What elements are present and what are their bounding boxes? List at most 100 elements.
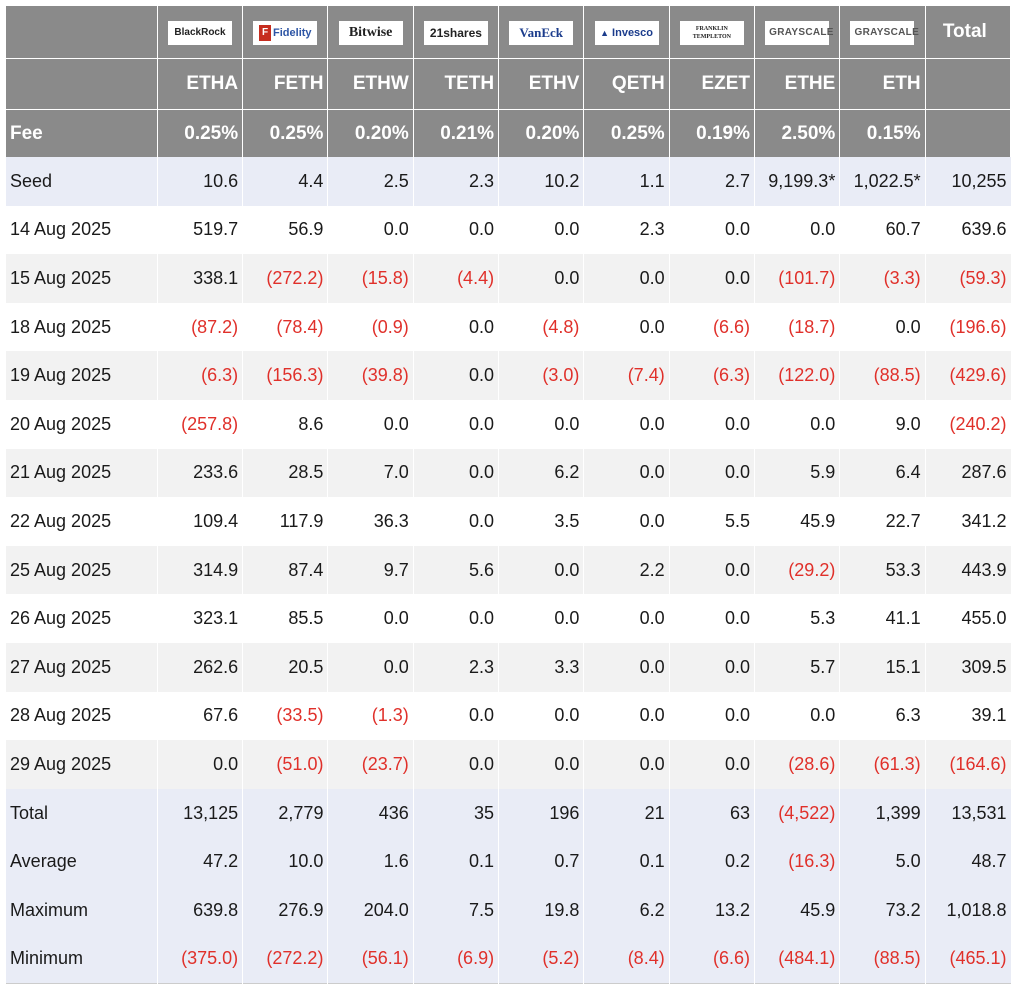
table-cell: 0.0	[669, 642, 756, 692]
table-cell: 41.1	[839, 594, 926, 643]
row-label: 20 Aug 2025	[6, 399, 158, 449]
table-cell: (272.2)	[242, 254, 329, 303]
row-label: 25 Aug 2025	[6, 545, 158, 595]
table-cell: 0.0	[498, 594, 585, 643]
table-cell: (6.9)	[413, 934, 500, 984]
table-cell: 5.9	[754, 448, 841, 498]
table-cell: (375.0)	[157, 934, 244, 984]
table-cell: 117.9	[242, 497, 329, 546]
vaneck-logo: VanEck	[498, 6, 585, 59]
table-cell: 0.2	[669, 837, 756, 886]
ticker-etha: ETHA	[157, 58, 244, 110]
total-column-header: Total	[925, 6, 1012, 59]
row-label: 28 Aug 2025	[6, 691, 158, 741]
table-cell: 0.0	[413, 351, 500, 400]
table-row: Average 47.2 10.0 1.6 0.1 0.7 0.1 0.2 (16.3) 5.0 4…	[6, 837, 1011, 886]
row-label: 19 Aug 2025	[6, 351, 158, 400]
table-cell: 10.0	[242, 837, 329, 886]
table-cell: 48.7	[925, 837, 1011, 886]
table-cell: (87.2)	[157, 302, 244, 352]
table-cell: 0.0	[498, 691, 585, 741]
table-cell: 0.0	[413, 205, 500, 255]
table-cell: 20.5	[242, 642, 329, 692]
table-cell: 0.0	[413, 448, 500, 498]
table-cell: 0.0	[669, 205, 756, 255]
21shares-logo: 21shares	[413, 6, 500, 59]
table-cell: (29.2)	[754, 545, 841, 595]
ticker-ezet: EZET	[669, 58, 756, 110]
fee-etha: 0.25%	[157, 109, 244, 157]
fee-ethe: 2.50%	[754, 109, 841, 157]
table-cell: 0.0	[413, 302, 500, 352]
row-label: 15 Aug 2025	[6, 254, 158, 303]
fee-feth: 0.25%	[242, 109, 329, 157]
ticker-corner	[6, 58, 158, 110]
eth-etf-flows-table: BlackRock F Fidelity Bitwise 21shares Van…	[6, 6, 1012, 985]
table-cell: 204.0	[327, 885, 414, 935]
table-cell: 287.6	[925, 448, 1011, 498]
table-cell: 3.3	[498, 642, 585, 692]
table-cell: (0.9)	[327, 302, 414, 352]
table-cell: 0.0	[498, 254, 585, 303]
table-row: Total 13,125 2,779 436 35 196 21 63 (4,522) 1,399…	[6, 788, 1011, 838]
table-cell: 10.2	[498, 157, 585, 206]
table-cell: (3.3)	[839, 254, 926, 303]
row-label: 21 Aug 2025	[6, 448, 158, 498]
table-cell: 67.6	[157, 691, 244, 741]
table-cell: 85.5	[242, 594, 329, 643]
table-cell: 7.5	[413, 885, 500, 935]
table-cell: 0.0	[413, 691, 500, 741]
table-cell: 0.0	[669, 740, 756, 789]
fee-eth: 0.15%	[839, 109, 926, 157]
row-label: 26 Aug 2025	[6, 594, 158, 643]
table-cell: 5.7	[754, 642, 841, 692]
table-cell: 1,399	[839, 788, 926, 838]
table-cell: (6.3)	[669, 351, 756, 400]
table-cell: 0.0	[413, 740, 500, 789]
table-cell: 36.3	[327, 497, 414, 546]
table-cell: 109.4	[157, 497, 244, 546]
table-cell: 276.9	[242, 885, 329, 935]
issuer-logo-row: BlackRock F Fidelity Bitwise 21shares Van…	[6, 6, 1012, 59]
table-cell: 0.0	[669, 254, 756, 303]
table-cell: (33.5)	[242, 691, 329, 741]
ticker-qeth: QETH	[583, 58, 670, 110]
table-cell: 0.0	[327, 642, 414, 692]
table-cell: (51.0)	[242, 740, 329, 789]
invesco-mark-icon: ▲	[600, 28, 609, 38]
table-cell: 0.0	[498, 545, 585, 595]
table-cell: 2.3	[413, 157, 500, 206]
table-cell: (39.8)	[327, 351, 414, 400]
table-cell: 4.4	[242, 157, 329, 206]
table-row: 18 Aug 2025 (87.2) (78.4) (0.9) 0.0 (4.8) 0.0(…	[6, 302, 1011, 352]
table-cell: 0.0	[669, 448, 756, 498]
table-cell: (23.7)	[327, 740, 414, 789]
table-cell: (8.4)	[583, 934, 670, 984]
table-row: 20 Aug 2025 (257.8) 8.6 0.0 0.0 0.0 0.0 0.0 0.0 9…	[6, 399, 1011, 449]
table-cell: 0.0	[583, 740, 670, 789]
table-cell: 2.3	[413, 642, 500, 692]
fee-ethw: 0.20%	[327, 109, 414, 157]
fee-total-blank	[925, 109, 1012, 157]
fee-label: Fee	[6, 109, 158, 157]
table-row: Maximum 639.8 276.9 204.0 7.5 19.8 6.2 13.2 45.9…	[6, 885, 1011, 935]
table-cell: 19.8	[498, 885, 585, 935]
table-cell: 8.6	[242, 399, 329, 449]
table-cell: 5.5	[669, 497, 756, 546]
franklin-templeton-logo: FRANKLIN TEMPLETON	[669, 6, 756, 59]
table-cell: (7.4)	[583, 351, 670, 400]
table-cell: 13,125	[157, 788, 244, 838]
table-cell: 314.9	[157, 545, 244, 595]
table-cell: 639.6	[925, 205, 1011, 255]
row-label: Average	[6, 837, 158, 886]
table-cell: 3.5	[498, 497, 585, 546]
table-cell: 341.2	[925, 497, 1011, 546]
row-label: 22 Aug 2025	[6, 497, 158, 546]
table-cell: (6.3)	[157, 351, 244, 400]
table-cell: 0.0	[583, 399, 670, 449]
table-cell: 309.5	[925, 642, 1011, 692]
table-cell: (88.5)	[839, 351, 926, 400]
table-cell: 0.0	[498, 399, 585, 449]
table-cell: (156.3)	[242, 351, 329, 400]
table-cell: 0.0	[839, 302, 926, 352]
